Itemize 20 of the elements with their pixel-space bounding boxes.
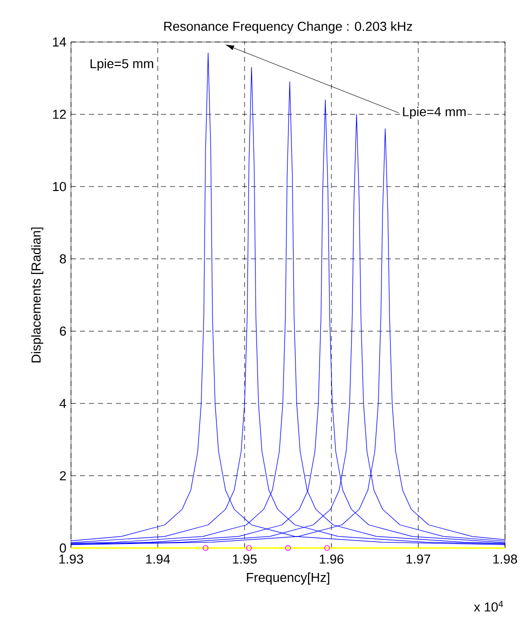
chart-title: Resonance Frequency Change : 0.203 kHz <box>164 21 412 34</box>
y-tick-label: 8 <box>60 254 66 264</box>
x-tick-label: 1.94 <box>146 554 170 564</box>
x-tick-label: 1.95 <box>232 554 257 564</box>
annotation: Lpie=4 mm <box>403 106 466 119</box>
y-tick-label: 12 <box>53 110 66 119</box>
annotation: Lpie=5 mm <box>90 58 154 71</box>
y-tick-label: 6 <box>60 326 66 336</box>
x-tick-label: 1.97 <box>406 554 430 564</box>
x-tick-label: 1.96 <box>320 554 344 564</box>
x-tick-label: 1.93 <box>59 554 84 564</box>
y-tick-label: 2 <box>60 471 66 480</box>
y-tick-label: 10 <box>53 182 66 192</box>
y-axis-title: Displacements [Radian] <box>31 228 44 362</box>
y-tick-label: 14 <box>53 38 66 46</box>
x-tick-label: 1.98 <box>493 554 518 564</box>
y-tick-label: 0 <box>60 543 66 553</box>
x-axis-title: Frequency[Hz] <box>246 572 330 585</box>
y-tick-label: 4 <box>60 398 66 408</box>
text: x 10$^{4}$ <box>474 600 504 612</box>
